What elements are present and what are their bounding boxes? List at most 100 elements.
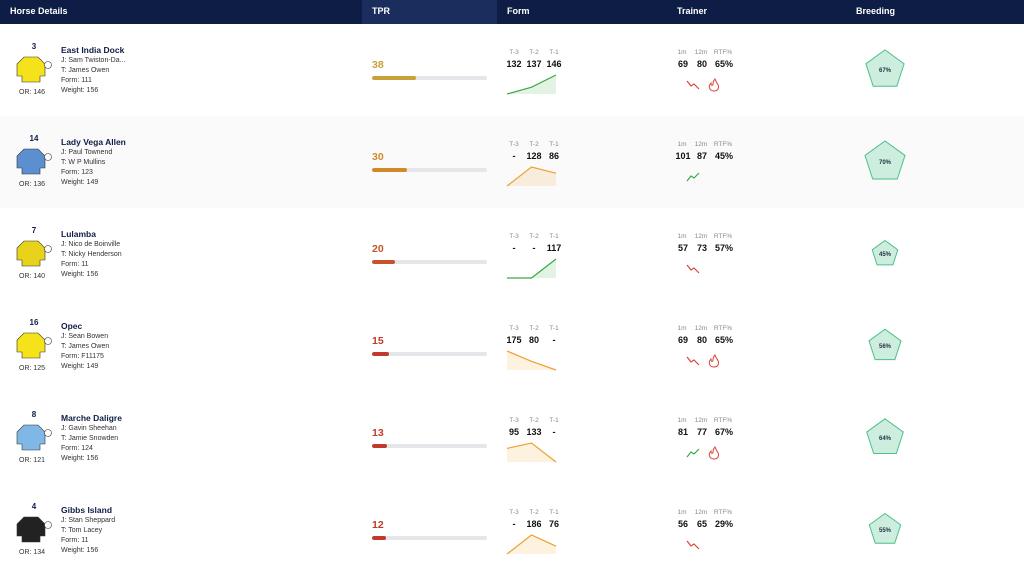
form-value: - — [552, 427, 556, 437]
horse-form: Form: 123 — [61, 169, 93, 176]
trainer-label: RTF% — [713, 141, 733, 148]
horse-trainer: T: James Owen — [61, 343, 110, 350]
horse-jockey: J: Sean Bowen — [61, 333, 109, 340]
form-line — [507, 258, 557, 279]
trainer-label: 12m — [694, 141, 708, 148]
horse-jockey: J: Paul Townend — [61, 149, 113, 156]
silk-body — [16, 56, 46, 83]
saddle-number: 16 — [29, 318, 39, 327]
trainer-value: 80 — [696, 59, 707, 69]
form-label: T-2 — [529, 509, 539, 516]
silk-body — [16, 424, 46, 451]
horse-row[interactable]: 16 OR: 125 Opec J: Sean Bowen T: James Owen F… — [0, 300, 1024, 393]
trainer-label: RTF% — [713, 49, 733, 56]
form-area — [507, 351, 556, 370]
horse-row[interactable]: 4 OR: 134 Gibbs Island J: Stan Sheppard T: T… — [0, 484, 1024, 576]
tpr-bar — [372, 168, 407, 172]
form-value: - — [512, 519, 516, 529]
trend-up — [686, 172, 700, 182]
tpr-bar — [372, 352, 390, 356]
trainer-value: 57% — [714, 243, 733, 253]
breeding-value: 55% — [879, 528, 892, 534]
silk — [16, 240, 52, 267]
form-label: T-2 — [529, 417, 539, 424]
trainer-value: 67% — [714, 427, 733, 437]
form-value: - — [552, 335, 556, 345]
horse-row[interactable]: 3 OR: 146 East India Dock J: Sam Twiston-Da… — [0, 24, 1024, 117]
tpr-track — [372, 536, 487, 540]
trainer-icons — [686, 264, 700, 274]
trainer-label: 1m — [677, 509, 687, 516]
trainer-value: 65 — [696, 519, 707, 529]
form-area — [507, 443, 556, 462]
trainer-value: 101 — [675, 151, 691, 161]
form-value: 186 — [526, 519, 542, 529]
horse-row[interactable]: 8 OR: 121 Marche Daligre J: Gavin Sheehan T:… — [0, 392, 1024, 485]
header: Horse Details TPR Form Trainer Breeding — [0, 0, 1024, 24]
official-rating: OR: 121 — [19, 457, 46, 464]
horse-row[interactable]: 14 OR: 136 Lady Vega Allen J: Paul Townend T… — [0, 116, 1024, 209]
form-line — [506, 534, 557, 555]
form-value: - — [512, 243, 516, 253]
trainer-label: 12m — [694, 49, 708, 56]
horse-trainer: T: Nicky Henderson — [61, 251, 122, 258]
column-header[interactable]: TPR — [372, 6, 390, 16]
column-header[interactable]: Form — [507, 6, 530, 16]
trend-down — [686, 540, 700, 550]
column-header[interactable]: Trainer — [677, 6, 708, 16]
horse-name[interactable]: East India Dock — [61, 45, 125, 55]
silk-cap — [44, 245, 52, 253]
breeding-value: 70% — [879, 160, 892, 166]
breeding-chart: 56% — [868, 328, 902, 361]
form-label: T-2 — [529, 141, 539, 148]
silk-cap — [44, 337, 52, 345]
form-value: 137 — [526, 59, 542, 69]
form-value: 86 — [548, 151, 559, 161]
horse-jockey: J: Gavin Sheehan — [61, 425, 117, 432]
silk — [16, 148, 52, 175]
hot-icon — [708, 446, 720, 460]
silk-cap — [44, 153, 52, 161]
horse-name[interactable]: Opec — [61, 321, 83, 331]
saddle-number: 3 — [31, 42, 37, 51]
form-value: 146 — [546, 59, 562, 69]
hot-icon — [708, 78, 720, 92]
trainer-label: RTF% — [713, 325, 733, 332]
horse-trainer: T: James Owen — [61, 67, 110, 74]
form-value: 128 — [526, 151, 542, 161]
horse-jockey: J: Stan Sheppard — [61, 517, 116, 524]
form-label: T-1 — [549, 49, 559, 56]
silk-cap — [44, 61, 52, 69]
trainer-label: 1m — [677, 49, 687, 56]
horse-weight: Weight: 156 — [61, 455, 99, 462]
trend-down — [686, 264, 700, 274]
breeding-chart: 55% — [868, 512, 902, 544]
form-area — [507, 535, 556, 554]
horse-row[interactable]: 7 OR: 140 Lulamba J: Nico de Boinville T: Ni… — [0, 208, 1024, 301]
tpr-value: 13 — [372, 427, 384, 439]
horse-weight: Weight: 149 — [61, 363, 99, 370]
trainer-value: 69 — [677, 335, 688, 345]
silk — [16, 56, 52, 83]
horse-name[interactable]: Marche Daligre — [61, 413, 122, 423]
tpr-value: 20 — [372, 243, 384, 255]
form-label: T-1 — [549, 141, 559, 148]
horse-name[interactable]: Lulamba — [61, 229, 96, 239]
form-value: 95 — [508, 427, 519, 437]
tpr-track — [372, 168, 487, 172]
column-header: Horse Details — [10, 6, 68, 16]
column-header[interactable]: Breeding — [856, 6, 896, 16]
trainer-value: 77 — [696, 427, 707, 437]
trend-up — [686, 448, 700, 458]
horse-name[interactable]: Gibbs Island — [61, 505, 113, 515]
trainer-label: 1m — [677, 233, 687, 240]
tpr-track — [372, 260, 487, 264]
breeding-chart: 64% — [866, 418, 904, 454]
trainer-value: 45% — [714, 151, 733, 161]
trainer-label: 12m — [694, 417, 708, 424]
form-area — [507, 259, 556, 278]
horse-name[interactable]: Lady Vega Allen — [61, 137, 126, 147]
trainer-value: 73 — [696, 243, 707, 253]
trainer-label: RTF% — [713, 233, 733, 240]
silk — [16, 424, 52, 451]
